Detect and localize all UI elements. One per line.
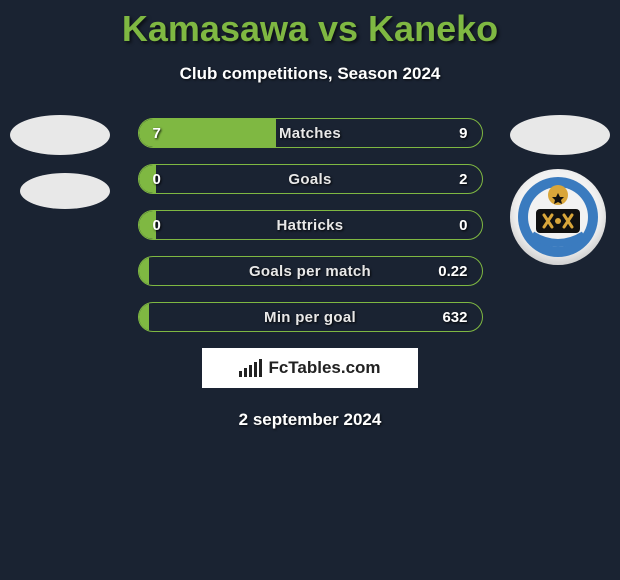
stat-row: Min per goal632 <box>138 302 483 332</box>
chart-icon <box>239 359 262 377</box>
club-badge <box>510 169 606 265</box>
stat-right-value: 0 <box>459 211 467 239</box>
stat-row: 7Matches9 <box>138 118 483 148</box>
stat-label: Hattricks <box>139 211 482 239</box>
stat-label: Min per goal <box>139 303 482 331</box>
stat-right-value: 632 <box>442 303 467 331</box>
page-title: Kamasawa vs Kaneko <box>0 0 620 50</box>
stat-row: 0Hattricks0 <box>138 210 483 240</box>
stat-label: Goals per match <box>139 257 482 285</box>
left-placeholder <box>10 115 110 209</box>
placeholder-ellipse <box>10 115 110 155</box>
right-placeholder <box>510 115 610 265</box>
subtitle: Club competitions, Season 2024 <box>0 64 620 84</box>
placeholder-ellipse <box>20 173 110 209</box>
attribution-badge: FcTables.com <box>202 348 418 388</box>
stat-label: Matches <box>139 119 482 147</box>
placeholder-ellipse <box>510 115 610 155</box>
club-badge-icon <box>514 173 602 261</box>
stat-right-value: 9 <box>459 119 467 147</box>
stat-label: Goals <box>139 165 482 193</box>
attribution-text: FcTables.com <box>268 358 380 378</box>
date-text: 2 september 2024 <box>0 410 620 430</box>
stat-right-value: 0.22 <box>438 257 467 285</box>
stat-row: 0Goals2 <box>138 164 483 194</box>
stat-right-value: 2 <box>459 165 467 193</box>
stat-row: Goals per match0.22 <box>138 256 483 286</box>
